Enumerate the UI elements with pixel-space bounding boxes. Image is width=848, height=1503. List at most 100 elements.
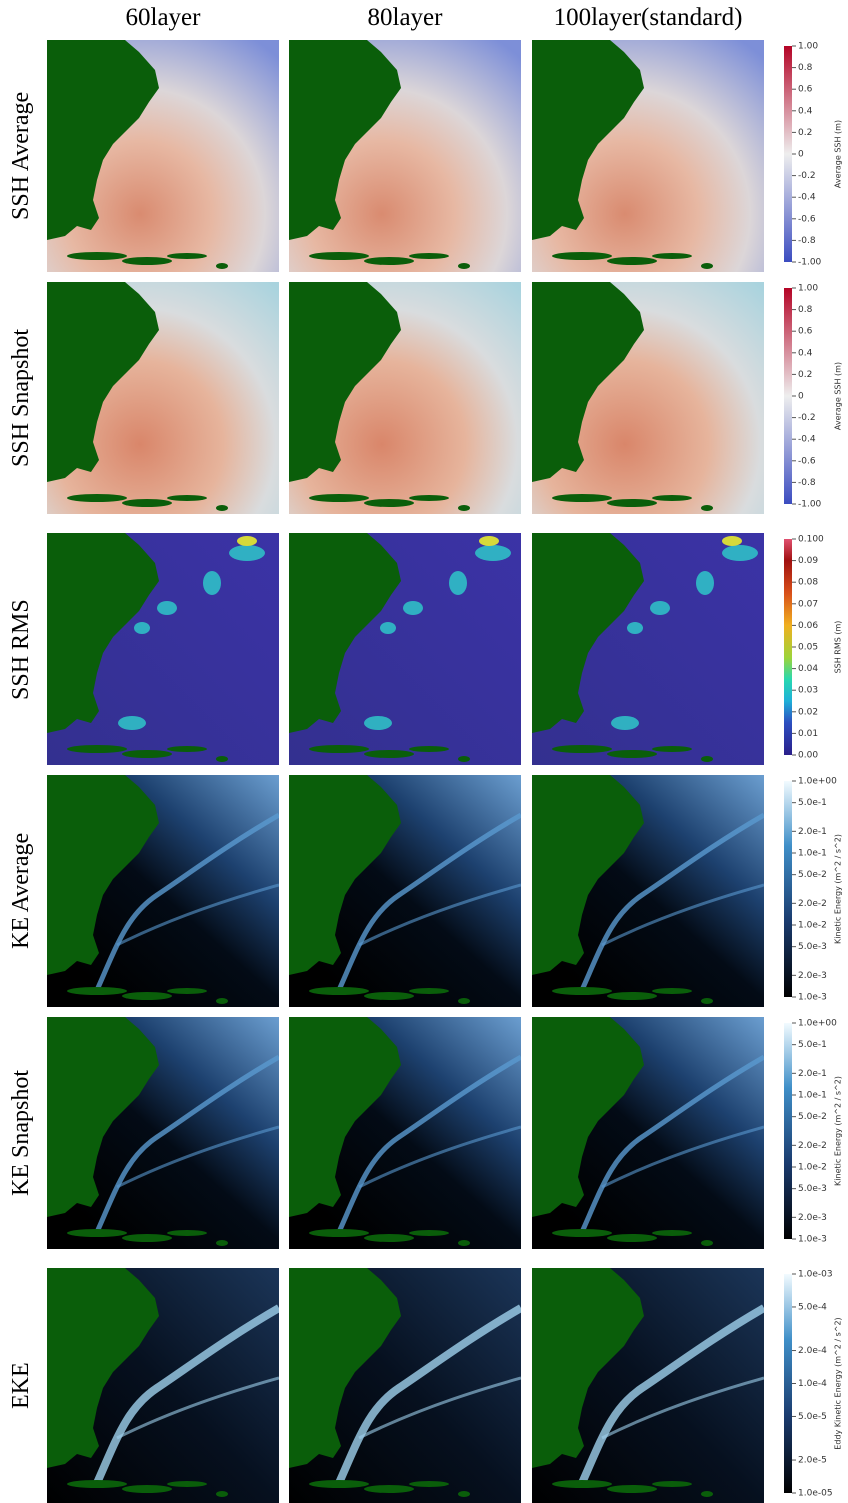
colorbar-tick-label: 5.0e-2: [798, 870, 827, 880]
island: [167, 746, 207, 752]
colorbar-tick-label: 0.100: [798, 535, 824, 545]
current: [116, 1125, 279, 1189]
eddy: [229, 545, 265, 561]
map-panel: [47, 1017, 279, 1249]
island: [364, 1234, 414, 1242]
colorbar-tick-label: 0.6: [798, 85, 813, 95]
map-panel: [532, 1017, 764, 1249]
eddy: [449, 571, 467, 595]
eddy: [380, 622, 396, 634]
eddy: [475, 545, 511, 561]
island: [216, 1491, 228, 1497]
island: [552, 252, 612, 260]
colorbar-tick-label: 0.03: [798, 686, 818, 696]
land: [47, 40, 159, 240]
island: [652, 495, 692, 501]
island: [409, 1481, 449, 1487]
island: [701, 263, 713, 269]
island: [552, 1480, 612, 1488]
island: [652, 746, 692, 752]
row-label: KE Average: [8, 832, 34, 949]
colorbar-tick-label: 0.08: [798, 578, 818, 588]
eddy: [722, 545, 758, 561]
colorbar-tick-label: 0.04: [798, 664, 818, 674]
island: [652, 1230, 692, 1236]
island: [122, 750, 172, 758]
land: [289, 775, 401, 975]
colorbar-tick-label: 5.0e-1: [798, 1040, 827, 1050]
colorbar-tick-label: 2.0e-1: [798, 827, 827, 837]
eddy: [364, 716, 392, 730]
current: [601, 1125, 764, 1189]
island: [364, 750, 414, 758]
island: [309, 252, 369, 260]
map-panel: [47, 775, 279, 1007]
colorbar-tick-label: 0.02: [798, 707, 818, 717]
island: [607, 750, 657, 758]
land: [532, 775, 644, 975]
colorbar: 1.0e-03 5.0e-4 2.0e-4 1.0e-4 5.0e-5 2.0e-5 1.0…: [784, 1270, 843, 1499]
map-panel: [47, 1268, 279, 1503]
island: [167, 1481, 207, 1487]
land: [47, 282, 159, 482]
row-label: KE Snapshot: [8, 1070, 34, 1196]
island: [122, 499, 172, 507]
colorbar-tick-label: 5.0e-5: [798, 1412, 827, 1422]
colorbar-tick-label: 1.0e-1: [798, 1091, 827, 1101]
colorbar-tick-label: -0.6: [798, 214, 816, 224]
current: [336, 1054, 521, 1234]
island: [309, 987, 369, 995]
island: [364, 257, 414, 265]
colorbar: 1.0e+00 5.0e-1 2.0e-1 1.0e-1 5.0e-2 2.0e-2 1.0…: [784, 777, 843, 1003]
colorbar-tick-label: 5.0e-4: [798, 1302, 827, 1312]
map-panel: [289, 282, 521, 514]
island: [67, 494, 127, 502]
island: [701, 1491, 713, 1497]
map-panel: [289, 1268, 521, 1503]
island: [552, 745, 612, 753]
colorbar-tick-label: 2.0e-3: [798, 971, 827, 981]
current: [94, 812, 279, 992]
map-panel: [47, 40, 279, 272]
map-panel: [532, 1268, 764, 1503]
land: [289, 1268, 401, 1468]
island: [216, 1240, 228, 1246]
current: [601, 883, 764, 947]
colorbar-tick-label: 0: [798, 392, 804, 402]
current: [94, 1054, 279, 1234]
island: [364, 499, 414, 507]
colorbar-tick-label: 0.05: [798, 643, 818, 653]
island: [652, 988, 692, 994]
island: [216, 263, 228, 269]
colorbar-tick-label: 5.0e-1: [798, 798, 827, 808]
land: [532, 1017, 644, 1217]
current: [601, 1376, 764, 1440]
colorbar-tick-label: 2.0e-1: [798, 1069, 827, 1079]
colorbar-tick-label: 2.0e-5: [798, 1456, 827, 1466]
island: [607, 1234, 657, 1242]
colorbar-tick-label: 1.0e-1: [798, 849, 827, 859]
colorbar-tick-label: 1.0e-2: [798, 921, 827, 931]
land: [532, 1268, 644, 1468]
island: [167, 253, 207, 259]
row-label: SSH Average: [8, 91, 34, 220]
current: [578, 1304, 764, 1485]
colorbar-tick-label: 1.0e-3: [798, 993, 827, 1003]
current: [358, 883, 521, 947]
colorbar-tick-label: 1.0e-2: [798, 1163, 827, 1173]
map-panel: [289, 1017, 521, 1249]
column-header: 60layer: [125, 4, 201, 31]
colorbar-tick-label: 1.0e-4: [798, 1379, 827, 1389]
land: [289, 533, 401, 733]
island: [701, 756, 713, 762]
column-header: 100layer(standard): [553, 4, 743, 31]
colorbar-tick-label: -0.8: [798, 236, 816, 246]
island: [458, 263, 470, 269]
colorbar-tick-label: 0.4: [798, 348, 813, 358]
eddy: [650, 601, 670, 615]
island: [458, 998, 470, 1004]
island: [607, 499, 657, 507]
island: [167, 988, 207, 994]
eddy: [157, 601, 177, 615]
island: [364, 1485, 414, 1493]
